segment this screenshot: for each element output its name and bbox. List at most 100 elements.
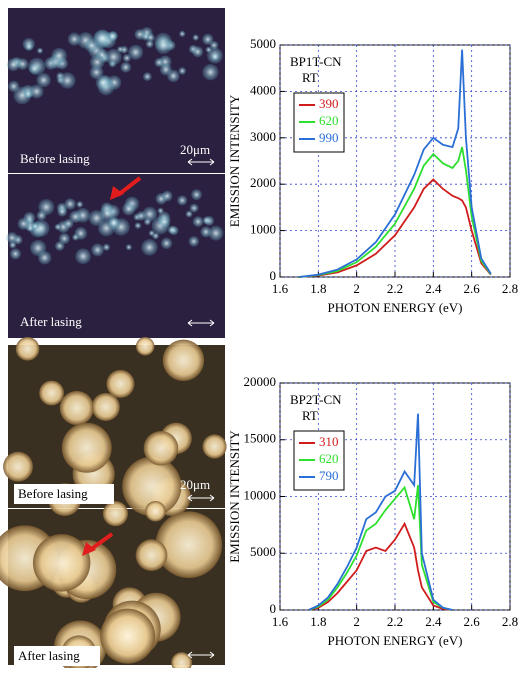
crystal	[135, 539, 168, 572]
legend-label: 310	[319, 434, 339, 449]
blob	[122, 53, 131, 63]
blob	[75, 248, 91, 265]
blob	[99, 205, 115, 222]
blob	[24, 42, 34, 51]
y-tick-label: 2000	[250, 175, 276, 190]
x-tick-label: 2.8	[502, 614, 518, 629]
blob	[117, 46, 124, 53]
blob	[157, 207, 164, 214]
scale-label: 20μm	[180, 477, 210, 492]
arrow-head	[110, 186, 124, 200]
blob	[51, 47, 67, 64]
blob	[145, 39, 154, 48]
blob	[16, 58, 29, 70]
blob	[122, 202, 136, 216]
x-tick-label: 1.8	[310, 614, 326, 629]
arrow	[88, 532, 114, 552]
blob	[9, 248, 22, 260]
blob	[29, 84, 44, 99]
blob	[161, 190, 173, 202]
x-axis-label: PHOTON ENERGY (eV)	[327, 300, 462, 315]
crystal	[202, 434, 227, 459]
blob	[28, 63, 40, 75]
legend-label: 390	[319, 96, 339, 111]
x-tick-label: 1.6	[272, 281, 289, 296]
y-tick-label: 10000	[244, 487, 277, 502]
blob	[202, 63, 219, 81]
blob	[6, 232, 18, 244]
blob	[67, 32, 81, 46]
x-tick-label: 1.8	[310, 281, 326, 296]
legend-label: 620	[319, 451, 339, 466]
y-tick-label: 4000	[250, 82, 276, 97]
y-tick-label: 5000	[250, 544, 276, 559]
blob	[84, 38, 99, 53]
blob	[142, 72, 152, 81]
blob	[208, 225, 224, 241]
x-tick-label: 1.6	[272, 614, 289, 629]
blob	[178, 67, 187, 75]
y-tick-label: 0	[270, 268, 277, 283]
blob	[134, 222, 142, 229]
chart-subtitle: RT	[302, 408, 318, 423]
series-line	[308, 413, 453, 611]
arrow-head	[82, 542, 96, 556]
blob	[36, 72, 51, 88]
blob	[202, 216, 211, 225]
blob	[158, 215, 171, 228]
blob	[89, 65, 104, 80]
chart-subtitle: RT	[302, 70, 318, 85]
blob	[159, 63, 172, 76]
scale-bar	[187, 158, 215, 327]
crystal	[3, 451, 33, 482]
chart-title: BP2T-CN	[290, 392, 342, 407]
after-label: After lasing	[18, 648, 80, 663]
after-label: After lasing	[20, 314, 82, 329]
blob	[102, 243, 111, 251]
blob	[91, 243, 104, 257]
blob	[64, 198, 76, 210]
y-tick-label: 5000	[250, 36, 276, 51]
blob	[191, 189, 202, 201]
blob	[179, 30, 186, 38]
crystal	[100, 608, 156, 664]
blob	[76, 201, 84, 208]
y-tick-label: 15000	[244, 431, 277, 446]
scale-label: 20μm	[180, 142, 210, 157]
blob	[205, 46, 212, 53]
legend-box	[293, 92, 345, 153]
blob	[188, 236, 200, 247]
blob	[57, 206, 68, 217]
y-tick-label: 3000	[250, 129, 276, 144]
x-tick-label: 2.8	[502, 281, 518, 296]
blob	[9, 241, 17, 249]
legend-label: 620	[319, 113, 339, 128]
crystal	[155, 511, 223, 579]
blob	[134, 28, 146, 40]
crystal	[39, 380, 64, 406]
blob	[189, 203, 199, 213]
x-tick-label: 2.6	[464, 614, 481, 629]
blob	[141, 239, 158, 256]
microcrystals	[0, 337, 227, 673]
blob	[58, 232, 70, 245]
blob	[192, 46, 204, 58]
crystal	[91, 392, 120, 421]
blob	[69, 210, 82, 223]
x-tick-label: 2.4	[425, 281, 442, 296]
x-tick-label: 2	[353, 281, 360, 296]
chart-title: BP1T-CN	[290, 54, 342, 69]
blob	[89, 54, 105, 70]
y-axis-label: EMISSION INTENSITY	[227, 94, 242, 227]
blob	[8, 80, 20, 93]
before-label: Before lasing	[18, 486, 88, 501]
blob	[192, 34, 199, 41]
blob	[72, 233, 79, 241]
blob	[120, 61, 132, 73]
x-tick-label: 2	[353, 614, 360, 629]
blob	[152, 232, 160, 240]
blob	[154, 36, 173, 54]
blob	[107, 216, 121, 230]
